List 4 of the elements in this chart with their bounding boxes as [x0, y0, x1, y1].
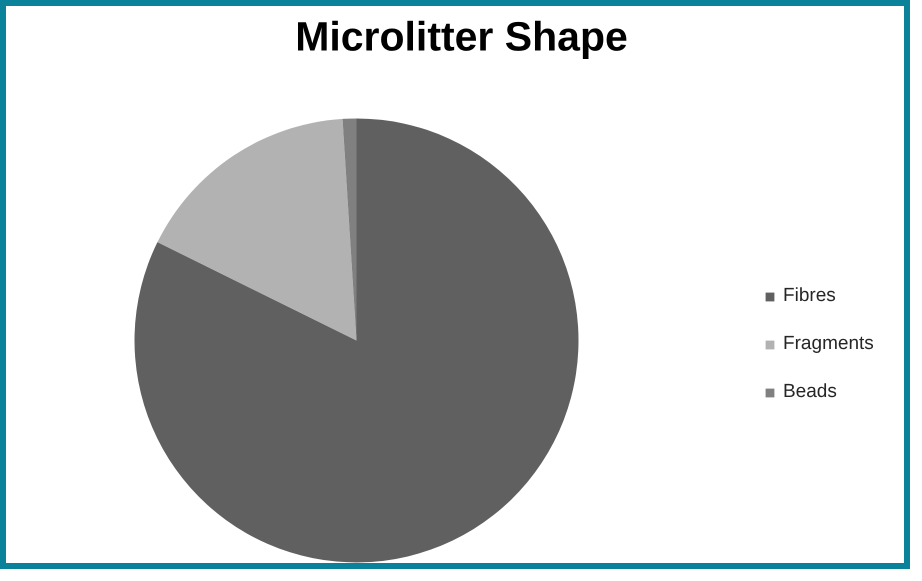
legend-label: Beads: [783, 381, 837, 403]
legend-label: Fibres: [783, 285, 836, 307]
chart-title: Microlitter Shape: [295, 14, 628, 60]
legend-label: Fragments: [783, 333, 874, 355]
